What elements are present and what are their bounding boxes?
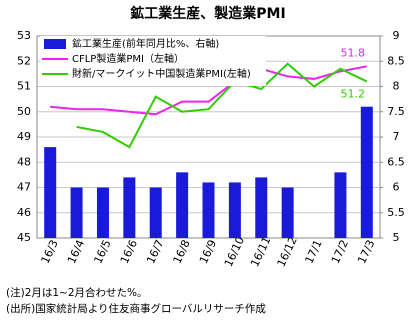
y2-tick-label: 9 [393,29,400,42]
legend-label: 財新/マークイット中国製造業PMI(左軸) [72,67,251,80]
y-tick-label: 45 [17,231,31,244]
y-tick-label: 48 [17,155,31,168]
bar [255,177,268,238]
y2-tick-label: 8 [393,80,400,93]
note: (出所)国家統計局より住友商事グローバルリサーチ作成 [6,302,266,315]
bar [281,187,294,238]
y-tick-label: 49 [17,130,31,143]
bar [360,106,373,238]
y-tick-label: 52 [17,54,31,67]
bar [228,182,241,238]
bar [96,187,109,238]
legend-box [40,36,266,86]
bar [334,172,347,238]
y-tick-label: 50 [17,105,31,118]
data-label: 51.2 [341,87,366,100]
bar [176,172,189,238]
y-tick-label: 46 [17,206,31,219]
y-tick-label: 51 [17,80,31,93]
bar [149,187,162,238]
note: (注)2月は1~2月合わせた%。 [6,286,148,299]
bar [123,177,136,238]
y2-tick-label: 5.5 [387,206,405,219]
y-tick-label: 47 [17,181,31,194]
y2-tick-label: 7 [393,130,400,143]
y2-tick-label: 5 [393,231,400,244]
bar [44,147,57,238]
bar [70,187,83,238]
y-tick-label: 53 [17,29,31,42]
chart-title: 鉱工業生産、製造業PMI [130,5,285,22]
line [50,65,367,116]
line [76,62,368,149]
y2-tick-label: 6 [393,181,400,194]
bar [202,182,215,238]
y2-tick-label: 7.5 [387,105,405,118]
legend-label: 鉱工業生産(前年同月比%、右軸) [72,37,219,50]
data-label: 51.8 [341,46,366,59]
legend-swatch [44,39,66,49]
legend-label: CFLP製造業PMI（左軸） [72,52,184,65]
y2-tick-label: 6.5 [387,155,405,168]
y2-tick-label: 8.5 [387,54,405,67]
